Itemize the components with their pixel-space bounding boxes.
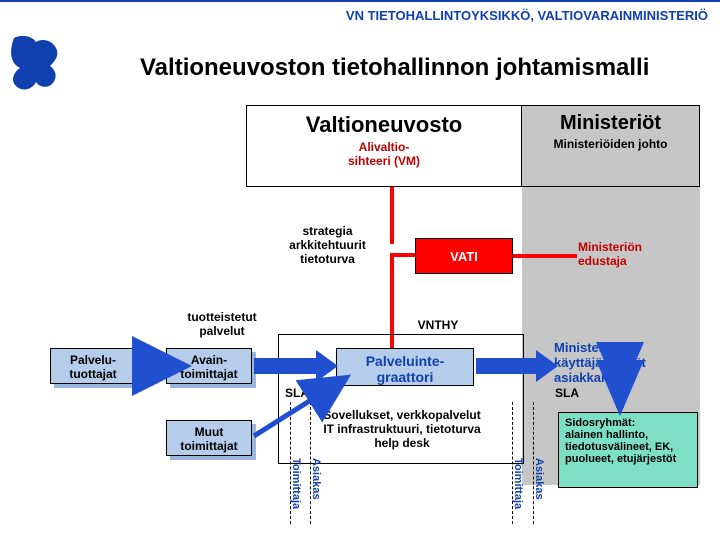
customer-text: Ministeriö/ käyttäjäryhmät asiakkaina [554,340,700,385]
toimittaja-label-1: Toimittaja [290,458,302,509]
red-line-right [513,254,577,258]
top-gov-box: Valtioneuvosto Alivaltio- sihteeri (VM) [246,105,522,187]
services-text: Sovellukset, verkkopalvelut IT infrastru… [289,408,515,450]
alivaltiosihteeri: Alivaltio- sihteeri (VM) [247,140,521,168]
sla-left: SLA [280,386,314,400]
providers-box: Palvelu- tuottajat [50,348,136,384]
toimittaja-label-2: Toimittaja [512,458,524,509]
other-suppliers-box: Muut toimittajat [166,420,252,456]
strategy-text: strategia arkkitehtuurit tietoturva [270,224,385,266]
asiakas-label-1: Asiakas [310,458,322,500]
ministry-title-area: Ministeriöt Ministeriöiden johto [522,105,700,187]
sla-right: SLA [550,386,584,400]
asiakas-label-2: Asiakas [533,458,545,500]
stakeholders-box: Sidosryhmät: alainen hallinto, tiedotusv… [558,412,698,488]
ministeriot-title: Ministeriöt [522,106,699,135]
vati-box: VATI [415,238,513,274]
prod-services: tuotteistetut palvelut [172,310,272,338]
key-suppliers-box: Avain- toimittajat [166,348,252,384]
header-text: VN TIETOHALLINTOYKSIKKÖ, VALTIOVARAINMIN… [0,0,720,30]
main-title: Valtioneuvoston tietohallinnon johtamism… [140,54,649,82]
ministeriot-sub: Ministeriöiden johto [522,135,699,153]
red-connector-v [390,187,394,244]
min-rep: Ministeriön edustaja [578,240,688,268]
vnthy-label: VNTHY [398,318,478,332]
valtioneuvosto-title: Valtioneuvosto [247,106,521,138]
integrator-box: Palveluinte- graattori [336,348,474,386]
lion-logo [4,32,68,108]
